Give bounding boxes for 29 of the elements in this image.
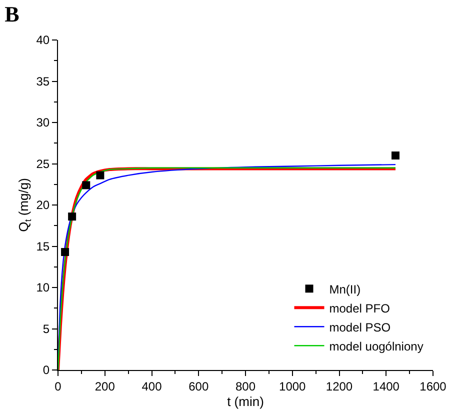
y-tick-label: 35 bbox=[36, 74, 50, 88]
y-tick-label: 10 bbox=[36, 280, 50, 295]
chart-title: B bbox=[4, 2, 20, 27]
x-tick-label: 200 bbox=[94, 379, 116, 394]
legend-label: Mn(II) bbox=[329, 282, 361, 296]
y-tick-label: 30 bbox=[36, 116, 50, 130]
x-tick-label: 1200 bbox=[326, 379, 353, 394]
y-tick-label: 15 bbox=[36, 239, 50, 254]
y-tick-label: 0 bbox=[42, 363, 50, 378]
y-tick-label: 40 bbox=[36, 33, 50, 48]
point bbox=[61, 248, 70, 256]
y-tick-label: 25 bbox=[36, 156, 50, 171]
legend-label: model PSO bbox=[329, 320, 391, 334]
x-tick-label: 600 bbox=[188, 379, 209, 394]
point bbox=[96, 171, 104, 180]
x-tick-label: 1400 bbox=[372, 379, 400, 394]
point bbox=[392, 152, 400, 160]
x-tick-label: 400 bbox=[142, 379, 162, 394]
x-tick-label: 1600 bbox=[420, 379, 447, 394]
point bbox=[68, 212, 76, 221]
legend-label: model PFO bbox=[329, 301, 390, 316]
x-tick-label: 800 bbox=[235, 379, 256, 394]
x-axis-title: t (min) bbox=[227, 394, 264, 409]
legend-label: model uogólniony bbox=[329, 339, 424, 354]
x-tick-label: 1000 bbox=[279, 379, 306, 394]
y-tick-label: 20 bbox=[36, 198, 50, 212]
point bbox=[82, 181, 90, 190]
x-tick-label: 0 bbox=[54, 379, 62, 394]
y-tick-label: 5 bbox=[42, 322, 50, 336]
